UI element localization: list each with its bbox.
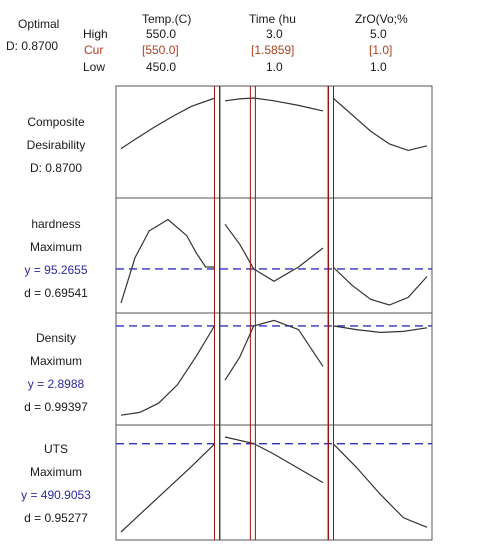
row-d-value: d = 0.69541 xyxy=(24,286,88,300)
row-d-value: d = 0.95277 xyxy=(24,511,88,525)
panel-frame xyxy=(327,85,433,199)
factor-low-time: 1.0 xyxy=(266,60,283,74)
factor-cur-time: [1.5859] xyxy=(251,43,295,57)
panel-frame xyxy=(219,197,329,314)
row-d-value: D: 0.8700 xyxy=(29,161,83,175)
row-label-density: Density Maximum y = 2.8988 d = 0.99397 xyxy=(0,327,112,419)
row-title: hardness xyxy=(31,217,81,231)
row-y-value: y = 490.9053 xyxy=(21,488,91,502)
row-title: Density xyxy=(35,331,76,345)
factor-low-temp: 450.0 xyxy=(146,60,177,74)
factor-cur-zro: [1.0] xyxy=(369,43,393,57)
row-cur-label: Cur xyxy=(84,43,104,57)
factor-name-zro: ZrO(Vo;% xyxy=(355,12,408,26)
panel-frame xyxy=(327,197,433,314)
row-title: UTS xyxy=(44,442,68,456)
response-curve xyxy=(120,324,216,416)
panel-frame xyxy=(219,424,329,541)
row-label-uts: UTS Maximum y = 490.9053 d = 0.95277 xyxy=(0,438,112,530)
row-label-hardness: hardness Maximum y = 95.2655 d = 0.69541 xyxy=(0,213,112,305)
row-subtitle: Maximum xyxy=(29,354,82,368)
factor-name-time: Time (hu xyxy=(249,12,296,26)
factor-high-zro: 5.0 xyxy=(370,27,387,41)
optimal-d: D: 0.8700 xyxy=(6,39,59,53)
panel-frame xyxy=(115,197,221,314)
panel-frame xyxy=(115,312,221,426)
response-curve xyxy=(332,97,428,152)
row-subtitle: Maximum xyxy=(29,240,82,254)
row-subtitle: Desirability xyxy=(26,138,86,152)
row-y-value: y = 2.8988 xyxy=(27,377,85,391)
response-curve xyxy=(120,218,215,304)
response-curve xyxy=(224,223,324,282)
row-high-label: High xyxy=(83,27,108,41)
response-curve xyxy=(332,443,428,528)
factor-high-time: 3.0 xyxy=(266,27,283,41)
row-title: Composite xyxy=(27,115,85,129)
response-curve xyxy=(224,97,324,112)
optimal-label: Optimal xyxy=(18,17,60,31)
response-curve xyxy=(332,266,428,306)
panel-frame xyxy=(219,312,329,426)
row-d-value: d = 0.99397 xyxy=(24,400,88,414)
factor-cur-temp: [550.0] xyxy=(142,43,179,57)
factor-high-temp: 550.0 xyxy=(146,27,177,41)
response-curve xyxy=(224,436,324,484)
response-curve xyxy=(332,325,428,334)
row-subtitle: Maximum xyxy=(29,465,82,479)
response-curve xyxy=(120,97,216,150)
factor-low-zro: 1.0 xyxy=(370,60,387,74)
row-label-composite: Composite Desirability D: 0.8700 xyxy=(0,111,112,180)
factor-name-temp: Temp.(C) xyxy=(142,12,192,26)
row-y-value: y = 95.2655 xyxy=(24,263,88,277)
row-low-label: Low xyxy=(83,60,106,74)
panel-frame xyxy=(219,85,329,199)
response-curve xyxy=(224,319,324,381)
response-curve xyxy=(120,443,216,533)
